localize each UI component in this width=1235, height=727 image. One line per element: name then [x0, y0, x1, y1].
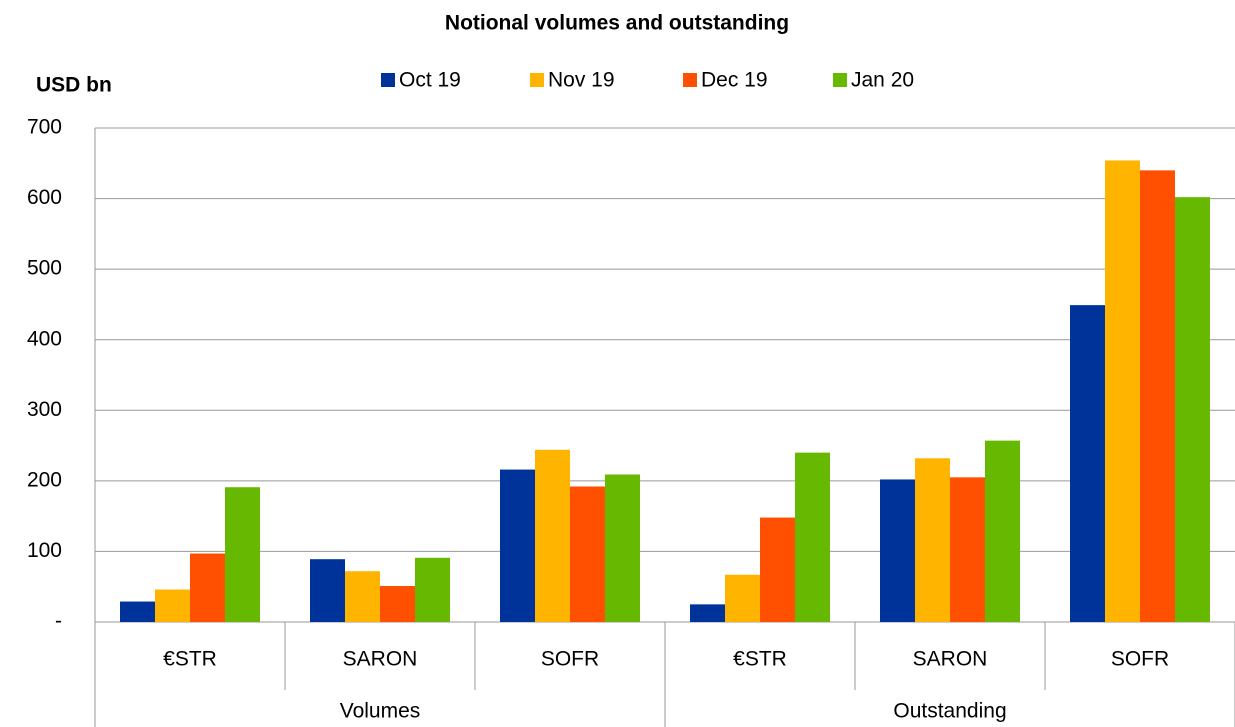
legend-swatch — [530, 73, 544, 87]
bar — [225, 487, 260, 622]
bar — [535, 449, 570, 622]
x-tick-label: SARON — [913, 648, 988, 671]
y-tick-label: 200 — [27, 468, 62, 491]
bar — [155, 589, 190, 622]
bar — [795, 452, 830, 622]
bar — [120, 601, 155, 622]
bar — [1070, 305, 1105, 622]
legend-swatch — [833, 73, 847, 87]
bar — [1105, 160, 1140, 622]
y-tick-label: 600 — [27, 186, 62, 209]
y-tick-label: - — [55, 610, 62, 633]
bar — [915, 458, 950, 622]
y-tick-label: 500 — [27, 257, 62, 280]
x-tick-label: SARON — [343, 648, 418, 671]
bar — [570, 486, 605, 622]
legend-swatch — [381, 73, 395, 87]
legend-label: Nov 19 — [548, 69, 615, 92]
y-axis-label: USD bn — [36, 74, 112, 97]
bar — [880, 479, 915, 622]
legend-swatch — [683, 73, 697, 87]
chart-title: Notional volumes and outstanding — [445, 12, 789, 35]
x-tick-label: €STR — [733, 648, 787, 671]
bar — [190, 553, 225, 622]
bar — [380, 586, 415, 622]
x-tick-label: €STR — [163, 648, 217, 671]
bar — [1175, 197, 1210, 622]
group-label: Outstanding — [893, 700, 1006, 723]
bar — [415, 557, 450, 622]
bar — [950, 477, 985, 622]
legend-label: Jan 20 — [851, 69, 914, 92]
legend-label: Dec 19 — [701, 69, 768, 92]
bar — [690, 604, 725, 622]
y-tick-label: 700 — [27, 116, 62, 139]
y-tick-label: 100 — [27, 539, 62, 562]
bar — [345, 571, 380, 622]
bar — [605, 474, 640, 622]
y-tick-label: 300 — [27, 398, 62, 421]
legend-label: Oct 19 — [399, 69, 461, 92]
bar — [985, 440, 1020, 622]
bar — [500, 469, 535, 622]
bar — [310, 559, 345, 622]
bar — [1140, 170, 1175, 623]
group-label: Volumes — [340, 700, 421, 723]
y-tick-label: 400 — [27, 327, 62, 350]
bar — [725, 574, 760, 622]
x-tick-label: SOFR — [1111, 648, 1169, 671]
bar — [760, 517, 795, 622]
x-tick-label: SOFR — [541, 648, 599, 671]
